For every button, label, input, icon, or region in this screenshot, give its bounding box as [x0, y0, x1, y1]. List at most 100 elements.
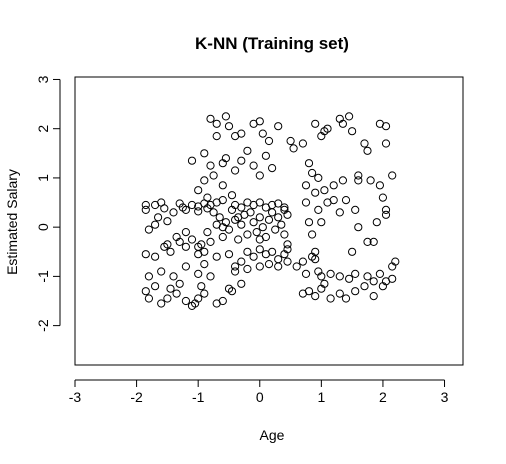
- data-point: [243, 230, 252, 239]
- data-point: [301, 181, 311, 190]
- data-point: [280, 230, 289, 239]
- data-point: [218, 232, 227, 242]
- data-point: [187, 156, 197, 165]
- data-point: [227, 205, 237, 214]
- data-point: [345, 112, 354, 121]
- data-point: [194, 186, 203, 195]
- y-axis: -2 -1 0 1 2 3: [35, 75, 61, 332]
- data-point: [237, 279, 246, 288]
- data-point: [258, 223, 267, 232]
- x-tick-label: 0: [256, 389, 264, 405]
- data-point: [243, 247, 252, 256]
- data-point: [372, 218, 381, 227]
- data-point: [209, 208, 218, 217]
- data-point: [326, 294, 335, 303]
- data-point: [187, 235, 197, 244]
- data-point: [157, 267, 166, 276]
- data-point: [314, 173, 323, 182]
- y-tick-label: 1: [35, 174, 51, 182]
- data-point: [348, 247, 357, 256]
- data-point: [274, 122, 283, 131]
- data-point: [351, 205, 360, 214]
- data-point: [289, 144, 298, 153]
- data-point: [218, 196, 227, 205]
- data-point: [274, 255, 283, 264]
- data-point: [224, 250, 234, 259]
- data-point: [348, 127, 357, 136]
- data-point: [212, 132, 221, 141]
- data-point: [381, 210, 391, 219]
- y-tick-label: -1: [35, 270, 51, 283]
- data-point: [181, 296, 190, 306]
- data-point: [144, 225, 153, 234]
- data-point: [163, 217, 172, 226]
- data-point: [378, 282, 387, 291]
- y-axis-label: Estimated Salary: [4, 169, 20, 275]
- x-axis-label: Age: [260, 427, 285, 443]
- data-point: [381, 122, 391, 131]
- data-point: [268, 200, 277, 210]
- data-point: [317, 218, 326, 227]
- data-point: [200, 260, 209, 269]
- data-point: [166, 284, 175, 293]
- data-point: [255, 213, 264, 222]
- data-point: [175, 279, 184, 288]
- data-point: [354, 171, 363, 180]
- data-point: [311, 292, 320, 301]
- y-tick-label: 2: [35, 125, 51, 133]
- data-point: [360, 139, 369, 148]
- data-point: [298, 257, 307, 266]
- data-point: [283, 240, 292, 249]
- data-point: [329, 181, 338, 190]
- data-point: [329, 196, 338, 205]
- chart-title: K-NN (Training set): [195, 34, 349, 53]
- data-point: [286, 136, 295, 146]
- data-point: [227, 287, 237, 296]
- data-point: [274, 199, 283, 208]
- data-point: [141, 200, 150, 210]
- data-point: [249, 218, 258, 227]
- data-point: [363, 146, 372, 155]
- data-point: [308, 168, 317, 178]
- data-point: [206, 237, 215, 246]
- data-point: [308, 230, 317, 239]
- data-point: [255, 198, 264, 207]
- data-point: [141, 250, 150, 259]
- data-point: [181, 205, 190, 214]
- data-point: [151, 282, 160, 291]
- data-point: [194, 294, 203, 303]
- data-point: [335, 289, 344, 298]
- data-point: [388, 274, 397, 283]
- data-point: [231, 267, 240, 276]
- data-point: [311, 188, 320, 197]
- data-point: [243, 146, 252, 155]
- data-point: [326, 269, 335, 278]
- data-point: [317, 284, 326, 293]
- data-point: [160, 204, 169, 213]
- data-point: [369, 237, 378, 246]
- data-point: [363, 272, 372, 281]
- data-point: [268, 247, 277, 256]
- data-point: [255, 245, 264, 254]
- data-points: [141, 112, 400, 310]
- data-point: [203, 228, 212, 237]
- x-tick-label: 3: [441, 389, 449, 405]
- data-point: [206, 161, 215, 170]
- data-point: [166, 247, 175, 256]
- data-point: [381, 205, 391, 214]
- data-point: [218, 223, 227, 232]
- data-point: [231, 166, 240, 175]
- data-point: [200, 149, 209, 158]
- data-point: [264, 136, 274, 146]
- data-point: [200, 289, 209, 298]
- data-point: [181, 228, 190, 237]
- data-point: [255, 262, 264, 271]
- data-point: [280, 205, 289, 214]
- y-tick-label: 3: [35, 75, 51, 83]
- data-point: [151, 220, 160, 229]
- data-point: [154, 213, 163, 222]
- data-point: [341, 294, 351, 303]
- data-point: [258, 129, 267, 138]
- data-point: [163, 294, 172, 303]
- data-point: [175, 237, 184, 246]
